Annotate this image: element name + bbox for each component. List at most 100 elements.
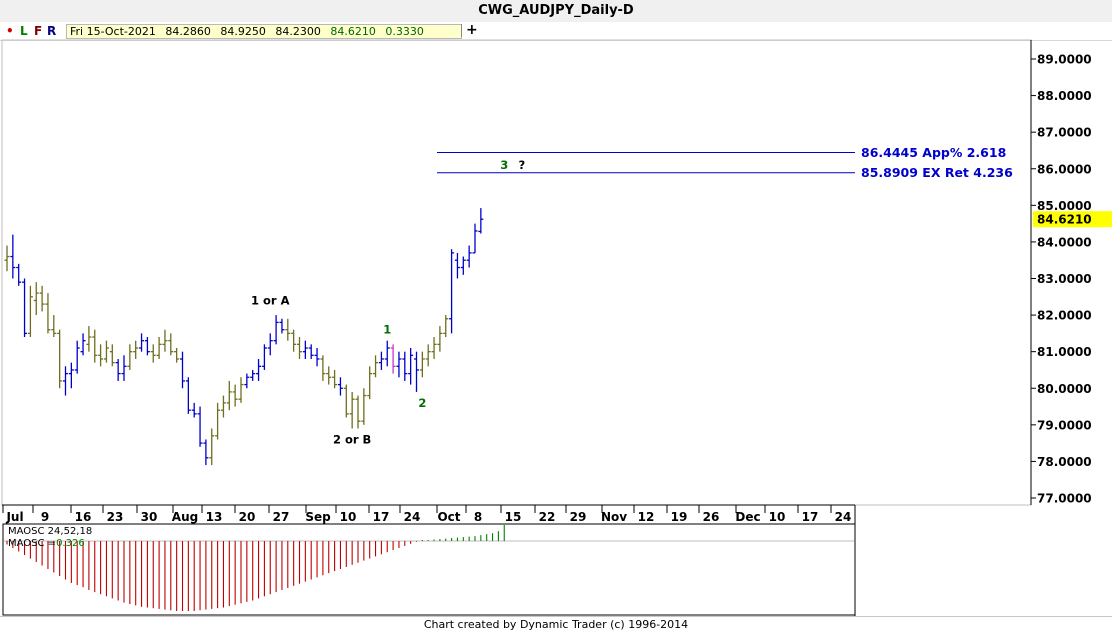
ohlc-bar — [384, 340, 390, 367]
ohlc-bar — [156, 337, 162, 359]
ohlc-bar — [191, 402, 197, 418]
ohlc-bar — [244, 373, 250, 389]
info-low: 84.2300 — [275, 25, 321, 38]
oscillator-panel — [2, 523, 856, 616]
ohlc-bar — [33, 282, 39, 316]
ohlc-bar — [63, 366, 68, 396]
y-tick-label: 80.0000 — [1037, 382, 1092, 396]
ohlc-bar — [209, 428, 215, 466]
ohlc-bar — [326, 366, 332, 385]
info-high: 84.9250 — [220, 25, 266, 38]
y-tick-label: 81.0000 — [1037, 345, 1092, 359]
oscillator-value-label: MAOSC = — [8, 538, 57, 549]
y-tick-label: 85.0000 — [1037, 199, 1092, 213]
plot-frame — [1, 39, 1032, 506]
toolbar-button-l[interactable]: L — [20, 24, 28, 38]
ohlc-bar — [185, 377, 191, 414]
ohlc-bar — [449, 249, 455, 334]
ohlc-bar — [261, 344, 267, 370]
ohlc-bar — [127, 344, 133, 370]
ohlc-bar — [103, 340, 109, 363]
ohlc-bar — [443, 315, 449, 338]
ohlc-bar — [285, 318, 291, 341]
wave-label: 1 or A — [251, 293, 290, 307]
x-tick-label: 9 — [41, 510, 49, 524]
x-tick-label: 17 — [802, 510, 819, 524]
ohlc-bar — [51, 315, 57, 338]
ohlc-bar — [98, 344, 104, 367]
y-tick-label: 79.0000 — [1037, 418, 1092, 432]
x-tick-label: Sep — [305, 510, 331, 524]
footer: Chart created by Dynamic Trader (c) 1996… — [0, 616, 1112, 633]
x-tick-label: 10 — [340, 510, 357, 524]
ohlc-bar — [215, 402, 221, 440]
wave-label: 2 or B — [333, 432, 371, 446]
ohlc-bar — [367, 366, 373, 400]
ohlc-bar — [279, 318, 285, 334]
x-tick-label: 8 — [474, 510, 482, 524]
x-tick-label: Aug — [172, 510, 198, 524]
x-tick-label: 30 — [141, 510, 158, 524]
ohlc-bar — [355, 395, 361, 429]
ohlc-bar — [478, 208, 484, 234]
ohlc-bar — [150, 344, 156, 363]
ohlc-bar — [332, 369, 338, 389]
x-tick-label: Nov — [601, 510, 627, 524]
info-change: 0.3330 — [385, 25, 424, 38]
ohlc-bar — [39, 285, 45, 312]
ohlc-bar — [343, 384, 349, 418]
ohlc-bar — [133, 340, 139, 359]
ohlc-bar — [139, 333, 145, 352]
ohlc-bar — [180, 351, 185, 389]
wave-label: 2 — [418, 396, 426, 410]
last-price-label: 84.6210 — [1037, 213, 1092, 227]
ohlc-bar — [466, 245, 472, 268]
ohlc-bar — [408, 348, 414, 385]
ohlc-bar — [302, 340, 308, 359]
ohlc-bar — [425, 344, 431, 367]
toolbar-button-r[interactable]: R — [47, 24, 57, 38]
x-tick-label: Oct — [437, 510, 460, 524]
ohlc-bar — [460, 256, 466, 275]
ohlc-bar — [402, 351, 408, 381]
ohlc-bar — [431, 337, 437, 359]
y-tick-label: 78.0000 — [1037, 455, 1092, 469]
x-tick-label: 24 — [835, 510, 852, 524]
y-tick-label: 88.0000 — [1037, 89, 1092, 103]
wave-label: 3 — [500, 158, 508, 172]
x-tick-label: 12 — [638, 510, 655, 524]
x-tick-label: 19 — [671, 510, 688, 524]
oscillator-value: 0.326 — [56, 538, 85, 549]
ohlc-bar — [396, 351, 402, 378]
wave-label: ? — [518, 158, 525, 172]
ohlc-bar — [297, 337, 302, 359]
ohlc-bar — [320, 355, 326, 381]
x-tick-label: 17 — [373, 510, 390, 524]
ohlc-bar — [256, 358, 262, 381]
ohlc-bar — [238, 377, 244, 403]
x-tick-label: 26 — [703, 510, 720, 524]
projection-label: 85.8909 EX Ret 4.236 — [861, 165, 1013, 180]
ohlc-bar — [361, 388, 367, 425]
ohlc-bar — [419, 351, 425, 378]
ohlc-bar — [45, 293, 51, 334]
ohlc-bar — [273, 315, 279, 345]
record-dot-icon[interactable]: • — [6, 24, 14, 38]
ohlc-bar — [203, 439, 209, 466]
x-tick-label: 13 — [206, 510, 223, 524]
x-tick-label: 27 — [273, 510, 290, 524]
last-price-marker — [1033, 211, 1112, 228]
ohlc-bar — [378, 351, 384, 370]
ohlc-bar — [390, 344, 396, 374]
ohlc-bar — [74, 340, 80, 374]
info-open: 84.2860 — [165, 25, 211, 38]
ohlc-bar — [337, 377, 343, 396]
ohlc-bar — [308, 344, 314, 359]
plus-icon[interactable]: + — [466, 22, 478, 38]
toolbar-button-f[interactable]: F — [34, 24, 43, 38]
ohlc-bar — [314, 348, 320, 367]
ohlc-bar — [22, 278, 28, 338]
ohlc-bar — [454, 252, 460, 279]
x-tick-label: 10 — [769, 510, 786, 524]
